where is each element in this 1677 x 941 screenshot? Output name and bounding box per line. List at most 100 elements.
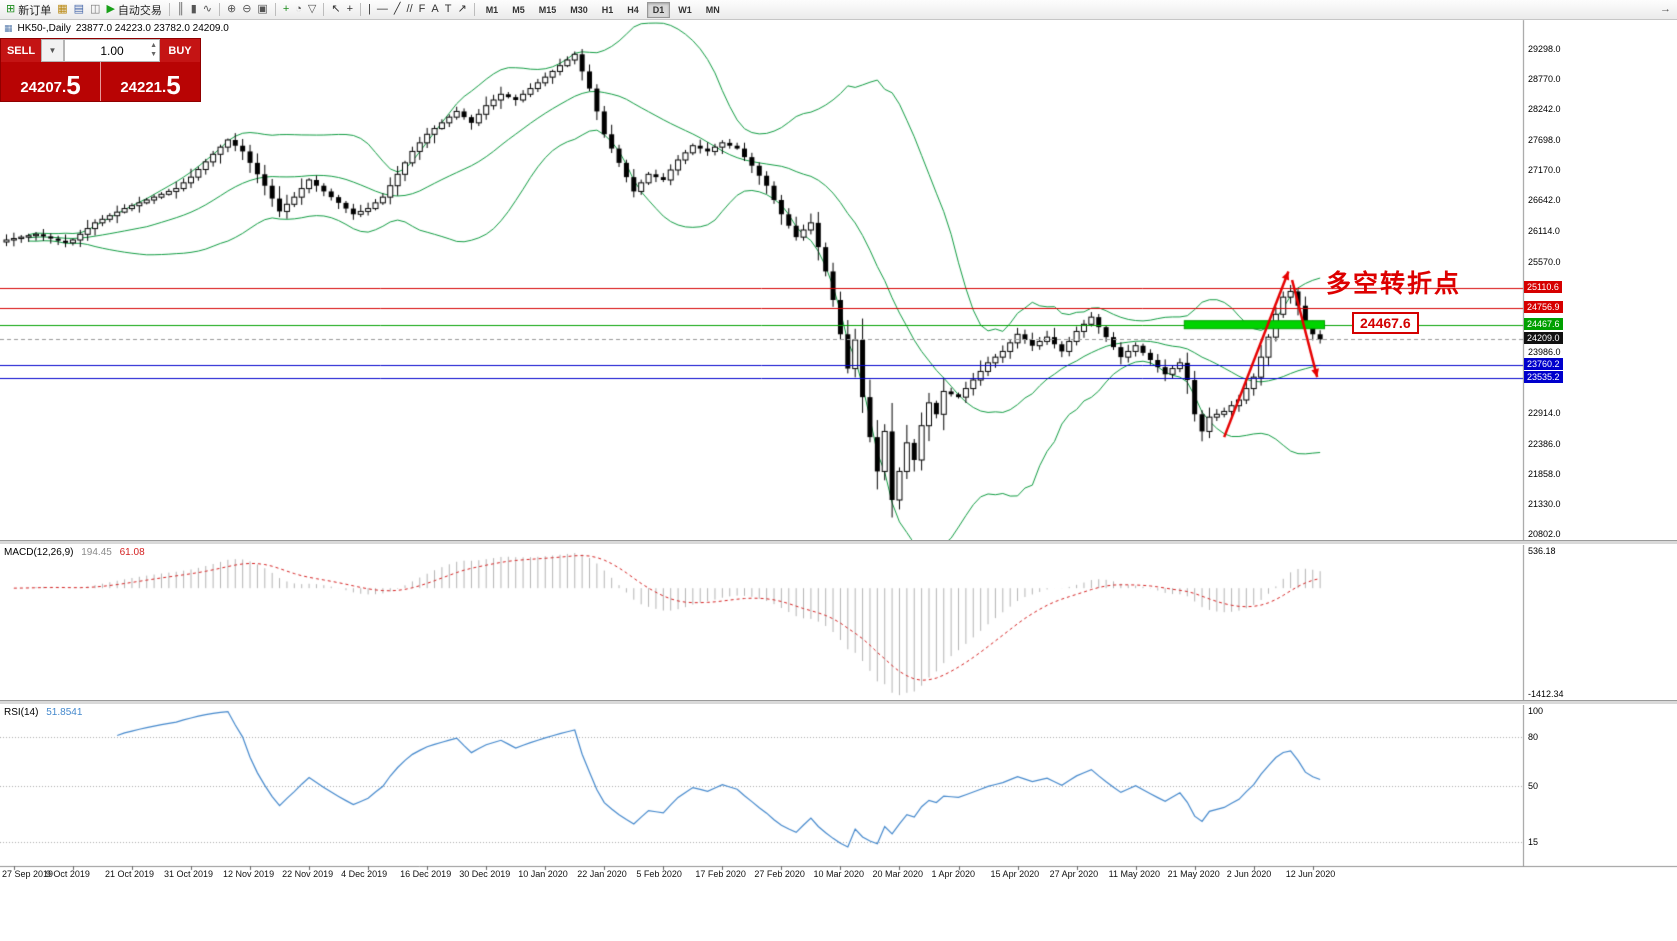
autotrading-button-label: 自动交易 bbox=[117, 4, 162, 17]
autotrading-button[interactable]: ▶ 自动交易 bbox=[103, 1, 164, 18]
sell-button[interactable]: SELL bbox=[1, 39, 41, 62]
timeframe-h4[interactable]: H4 bbox=[627, 4, 639, 15]
price-axis-label: 26642.0 bbox=[1528, 195, 1561, 206]
price-axis-tag: 24467.6 bbox=[1524, 317, 1563, 330]
cursor-arrow-icon: ↖ bbox=[331, 3, 341, 15]
cursor-button[interactable]: ↖ bbox=[328, 1, 343, 18]
time-axis-label: 22 Jan 2020 bbox=[577, 869, 627, 879]
toolbar: ⊞ 新订单 ▦ ▤ ◫ ▶ 自动交易 ║ ▮ ∿ ⊕ ⊖ ▣ + ◔ ▽ ↖ + | — ╱//F A T ↗ M1 M5 M15… bbox=[0, 0, 1677, 20]
macd-rsi-separator[interactable] bbox=[0, 700, 1677, 705]
price-axis-tag: 24756.9 bbox=[1524, 301, 1563, 314]
chart-title: ▦ HK50-,Daily 23877.0 24223.0 23782.0 24… bbox=[4, 23, 229, 34]
candlestick-icon: ▮ bbox=[190, 3, 197, 15]
timeframe-mn[interactable]: MN bbox=[705, 4, 720, 15]
chart-shift-button[interactable]: → bbox=[1657, 1, 1674, 18]
toolbar-right-group: → bbox=[1657, 1, 1674, 18]
arrow-objects-icon: ↗ bbox=[457, 3, 467, 15]
volume-input[interactable]: 1.00 ▲ ▼ bbox=[64, 39, 160, 62]
text-label-button[interactable]: T bbox=[442, 1, 455, 18]
timeframe-m30[interactable]: M30 bbox=[570, 4, 588, 15]
price-axis-tag: 25110.6 bbox=[1524, 280, 1562, 293]
zoom-out-button[interactable]: ⊖ bbox=[239, 1, 254, 18]
trendline-button[interactable]: ╱ bbox=[391, 1, 404, 18]
horizontal-line-icon: — bbox=[376, 3, 388, 15]
time-axis-label: 30 Dec 2019 bbox=[459, 869, 511, 879]
time-axis-label: 12 Jun 2020 bbox=[1285, 869, 1336, 879]
channel-button[interactable]: // bbox=[404, 1, 416, 18]
periods-button[interactable]: ◔ bbox=[292, 1, 305, 18]
chevron-down-icon: ▼ bbox=[48, 46, 57, 55]
volume-decrease-button[interactable]: ▼ bbox=[150, 51, 157, 58]
timeframe-m5[interactable]: M5 bbox=[512, 4, 525, 15]
horizontal-line-button[interactable]: — bbox=[374, 1, 391, 18]
arrows-button[interactable]: ↗ bbox=[454, 1, 469, 18]
templates-button[interactable]: ▽ bbox=[305, 1, 319, 18]
toolbar-separator bbox=[218, 3, 220, 16]
chart-window-button[interactable]: ▦ bbox=[54, 1, 70, 18]
data-window-button[interactable]: ◫ bbox=[87, 1, 103, 18]
price-axis-label: 28242.0 bbox=[1528, 104, 1561, 115]
bar-chart-button[interactable]: ║ bbox=[174, 1, 188, 18]
text-label-icon: T bbox=[444, 3, 452, 15]
new-chart-button[interactable]: + bbox=[280, 1, 292, 18]
candlestick-chart-button[interactable]: ▮ bbox=[188, 1, 200, 18]
sell-price-big-digit: 5 bbox=[66, 70, 81, 100]
price-callout-box[interactable]: 24467.6 bbox=[1352, 312, 1419, 334]
timeframe-group: M1 M5 M15 M30 H1 H4 D1 W1 MN bbox=[479, 1, 727, 18]
rsi-axis-label: 15 bbox=[1528, 836, 1539, 847]
bar-chart-icon: ║ bbox=[176, 3, 185, 15]
zoom-in-icon: ⊕ bbox=[226, 3, 237, 15]
price-axis-label: 27170.0 bbox=[1528, 165, 1561, 176]
time-axis-label: 27 Apr 2020 bbox=[1049, 869, 1099, 879]
buy-price-main: 24221. bbox=[120, 79, 167, 96]
timeframe-m15[interactable]: M15 bbox=[538, 4, 557, 15]
timeframe-w1[interactable]: W1 bbox=[678, 4, 692, 15]
sell-price-display[interactable]: 24207. 5 bbox=[1, 62, 101, 101]
zoom-out-icon: ⊖ bbox=[242, 3, 252, 15]
buy-button[interactable]: BUY bbox=[160, 39, 200, 62]
timeframe-m1[interactable]: M1 bbox=[485, 4, 499, 15]
price-axis-label: 25570.0 bbox=[1528, 256, 1561, 267]
time-axis-label: 20 Mar 2020 bbox=[872, 869, 924, 879]
one-click-trading-panel: SELL ▼ 1.00 ▲ ▼ BUY 24207. 5 24221. 5 bbox=[0, 38, 201, 102]
time-axis-label: 11 May 2020 bbox=[1108, 869, 1160, 879]
profiles-button[interactable]: ▤ bbox=[71, 1, 87, 18]
toolbar-separator bbox=[274, 3, 276, 16]
rsi-value: 51.8541 bbox=[46, 707, 83, 718]
line-chart-button[interactable]: ∿ bbox=[200, 1, 215, 18]
crosshair-button[interactable]: + bbox=[344, 1, 356, 18]
timeframe-d1[interactable]: D1 bbox=[646, 1, 671, 18]
time-axis-label: 16 Dec 2019 bbox=[400, 869, 452, 879]
toolbar-separator bbox=[323, 3, 325, 16]
buy-price-display[interactable]: 24221. 5 bbox=[101, 62, 200, 101]
time-axis-label: 15 Apr 2020 bbox=[990, 869, 1040, 879]
zoom-in-button[interactable]: ⊕ bbox=[224, 1, 239, 18]
time-axis-label: 5 Feb 2020 bbox=[636, 869, 682, 879]
turning-point-annotation[interactable]: 多空转折点 bbox=[1326, 270, 1462, 298]
chart-shift-icon: → bbox=[1660, 3, 1671, 15]
buy-price-big-digit: 5 bbox=[166, 70, 181, 100]
tile-windows-button[interactable]: ▣ bbox=[254, 1, 270, 18]
time-axis-label: 12 Nov 2019 bbox=[223, 869, 275, 879]
templates-icon: ▽ bbox=[307, 3, 317, 15]
price-axis-label: 22386.0 bbox=[1528, 438, 1561, 449]
fibonacci-button[interactable]: F bbox=[416, 1, 429, 18]
time-axis-label: 10 Mar 2020 bbox=[813, 869, 864, 879]
timeframe-h1[interactable]: H1 bbox=[601, 4, 614, 15]
new-chart-icon: + bbox=[282, 3, 290, 15]
text-button[interactable]: A bbox=[428, 1, 441, 18]
macd-indicator-label: MACD(12,26,9) bbox=[4, 547, 74, 558]
order-type-dropdown[interactable]: ▼ bbox=[41, 39, 64, 62]
vertical-line-button[interactable]: | bbox=[365, 1, 374, 18]
volume-increase-button[interactable]: ▲ bbox=[150, 42, 157, 49]
new-order-button-label: 新订单 bbox=[18, 4, 52, 17]
price-axis-label: 27698.0 bbox=[1528, 135, 1561, 146]
new-order-icon: ⊞ bbox=[6, 3, 16, 15]
crosshair-icon: + bbox=[346, 3, 354, 15]
price-axis-label: 22914.0 bbox=[1528, 408, 1561, 419]
new-order-button[interactable]: ⊞ 新订单 bbox=[3, 1, 54, 18]
price-axis-label: 28770.0 bbox=[1528, 73, 1561, 84]
main-macd-separator[interactable] bbox=[0, 540, 1677, 545]
chart-symbol-period: HK50-,Daily bbox=[17, 23, 71, 34]
